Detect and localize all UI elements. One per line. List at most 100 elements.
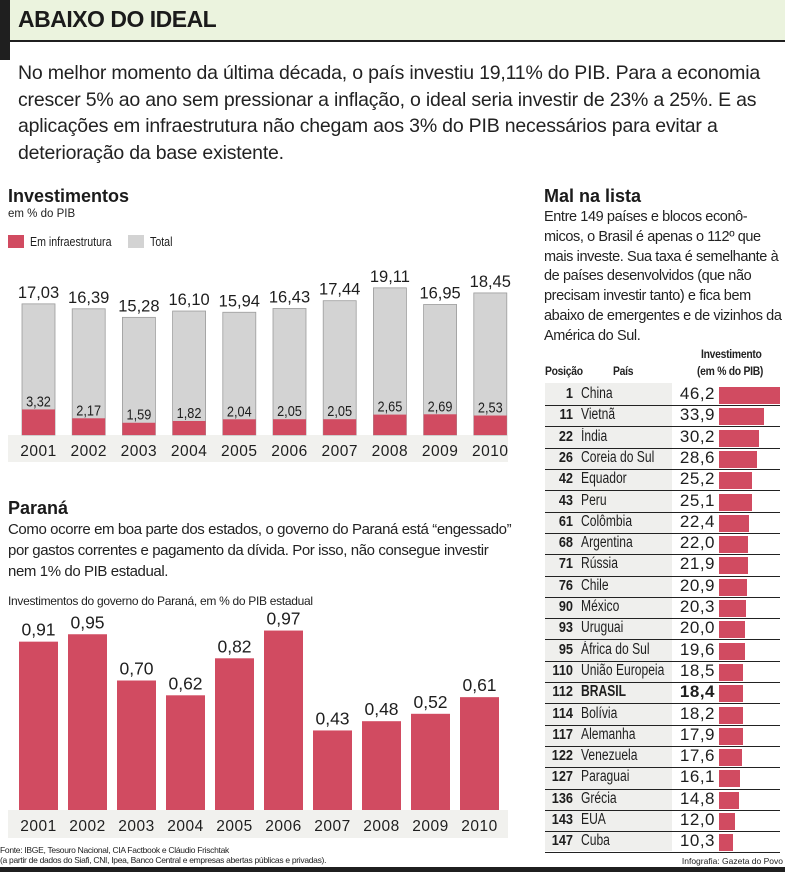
invest-value: 18,2 <box>679 703 715 723</box>
table-row: 1 China 46,2 <box>545 384 780 407</box>
label-total: 16,95 <box>419 284 460 302</box>
bar-parana <box>215 658 254 810</box>
bar-total <box>322 300 357 436</box>
bar-infra <box>323 419 357 435</box>
country-name: Alemanha <box>581 725 636 743</box>
country-name: Vietnã <box>581 406 616 424</box>
x-tick-label: 2004 <box>167 818 203 835</box>
table-row: 143 EUA 12,0 <box>545 810 780 833</box>
label-total: 16,10 <box>168 291 209 309</box>
label-infra: 2,17 <box>76 401 101 418</box>
invest-bar <box>719 621 746 639</box>
invest-value: 25,1 <box>679 490 715 510</box>
x-tick-label: 2002 <box>70 443 106 460</box>
rank-position: 1 <box>565 385 573 402</box>
country-name: BRASIL <box>581 683 627 701</box>
legend-label-infra: Em infraestrutura <box>30 234 112 249</box>
rank-position: 147 <box>551 832 573 850</box>
table-row: 11 Vietnã 33,9 <box>545 405 780 428</box>
invest-bar <box>719 493 753 511</box>
page-title: ABAIXO DO IDEAL <box>18 6 217 32</box>
label-total: 18,45 <box>470 273 511 291</box>
rank-position: 26 <box>558 448 573 466</box>
x-tick-label: 2007 <box>321 443 357 460</box>
table-row: 26 Coreia do Sul 28,6 <box>545 448 780 471</box>
table-row: 122 Venezuela 17,6 <box>545 746 780 769</box>
x-tick-label: 2003 <box>121 443 157 460</box>
invest-value: 19,6 <box>679 639 715 659</box>
header-band <box>10 0 785 40</box>
bar-infra <box>373 414 407 435</box>
rank-position: 43 <box>558 491 573 509</box>
label-infra: 2,69 <box>428 397 453 414</box>
bar-parana <box>19 641 58 810</box>
invest-bar <box>719 578 747 596</box>
x-tick-label: 2006 <box>265 818 301 835</box>
rank-position: 143 <box>551 811 573 828</box>
table-row: 61 Colômbia 22,4 <box>545 512 780 534</box>
label-infra: 2,65 <box>377 398 402 415</box>
table-row: 117 Alemanha 17,9 <box>545 725 780 747</box>
country-name: Venezuela <box>581 747 638 765</box>
invest-value: 14,8 <box>679 788 715 808</box>
rank-position: 71 <box>558 555 573 573</box>
invest-bar <box>719 706 744 724</box>
invest-value: 17,9 <box>679 724 715 744</box>
source-note: Fonte: IBGE, Tesouro Nacional, CIA Factb… <box>0 845 326 865</box>
bar-value-label: 0,52 <box>413 692 447 712</box>
rank-position: 61 <box>558 512 573 530</box>
x-tick-label: 2005 <box>216 818 252 835</box>
country-name: Colômbia <box>581 512 633 530</box>
table-row: 43 Peru 25,1 <box>545 491 780 513</box>
table-row: 93 Uruguai 20,0 <box>545 618 780 641</box>
bar-value-label: 0,95 <box>70 612 104 632</box>
rank-position: 76 <box>558 576 573 594</box>
x-tick-label: 2003 <box>118 818 154 835</box>
legend-swatch-total <box>127 235 144 249</box>
bar-total <box>71 308 106 436</box>
bar-parana <box>166 695 205 810</box>
investimentos-chart: 17,03 3,32 2001 16,39 2,17 2002 15,28 1,59 2003 1… <box>8 268 511 462</box>
invest-bar <box>719 450 757 468</box>
investimentos-subtitle: em % do PIB <box>8 208 76 220</box>
source-line-1: Fonte: IBGE, Tesouro Nacional, CIA Factb… <box>0 845 229 855</box>
table-row: 90 México 20,3 <box>545 597 780 620</box>
bar-total <box>473 292 508 436</box>
table-row: 147 Cuba 10,3 <box>545 831 780 854</box>
invest-value: 16,1 <box>679 767 715 787</box>
country-name: Equador <box>581 470 627 488</box>
invest-value: 30,2 <box>679 426 715 446</box>
bar-value-label: 0,62 <box>168 673 202 693</box>
bar-parana <box>68 634 107 810</box>
parana-title: Paraná <box>8 498 69 518</box>
invest-bar <box>719 791 739 809</box>
country-name: Rússia <box>581 555 618 573</box>
country-name: Chile <box>581 576 609 594</box>
bar-total <box>272 308 307 436</box>
invest-bar <box>719 600 746 617</box>
country-name: Grécia <box>581 789 617 807</box>
country-name: Bolívia <box>581 704 618 722</box>
invest-value: 22,0 <box>679 533 715 553</box>
x-axis-band <box>8 435 508 462</box>
rank-position: 112 <box>552 683 573 701</box>
table-row: 42 Equador 25,2 <box>545 469 780 492</box>
bar-infra <box>72 418 106 435</box>
x-axis-band <box>8 810 508 838</box>
country-name: Argentina <box>581 534 633 552</box>
invest-bar <box>719 472 753 490</box>
table-row: 110 União Europeia 18,5 <box>545 661 780 684</box>
invest-bar <box>719 663 744 681</box>
col-header-position: Posição <box>545 366 583 378</box>
invest-value: 20,3 <box>679 597 715 616</box>
bar-parana <box>117 680 156 810</box>
invest-value: 18,4 <box>679 682 715 702</box>
bar-value-label: 0,82 <box>217 636 251 656</box>
table-row: 68 Argentina 22,0 <box>545 533 780 556</box>
x-tick-label: 2004 <box>171 443 207 460</box>
invest-value: 25,2 <box>679 469 715 489</box>
label-total: 16,39 <box>68 289 109 307</box>
bar-infra <box>222 419 256 435</box>
parana-chart-caption: Investimentos do governo do Paraná, em %… <box>8 594 313 608</box>
invest-value: 21,9 <box>679 554 715 574</box>
